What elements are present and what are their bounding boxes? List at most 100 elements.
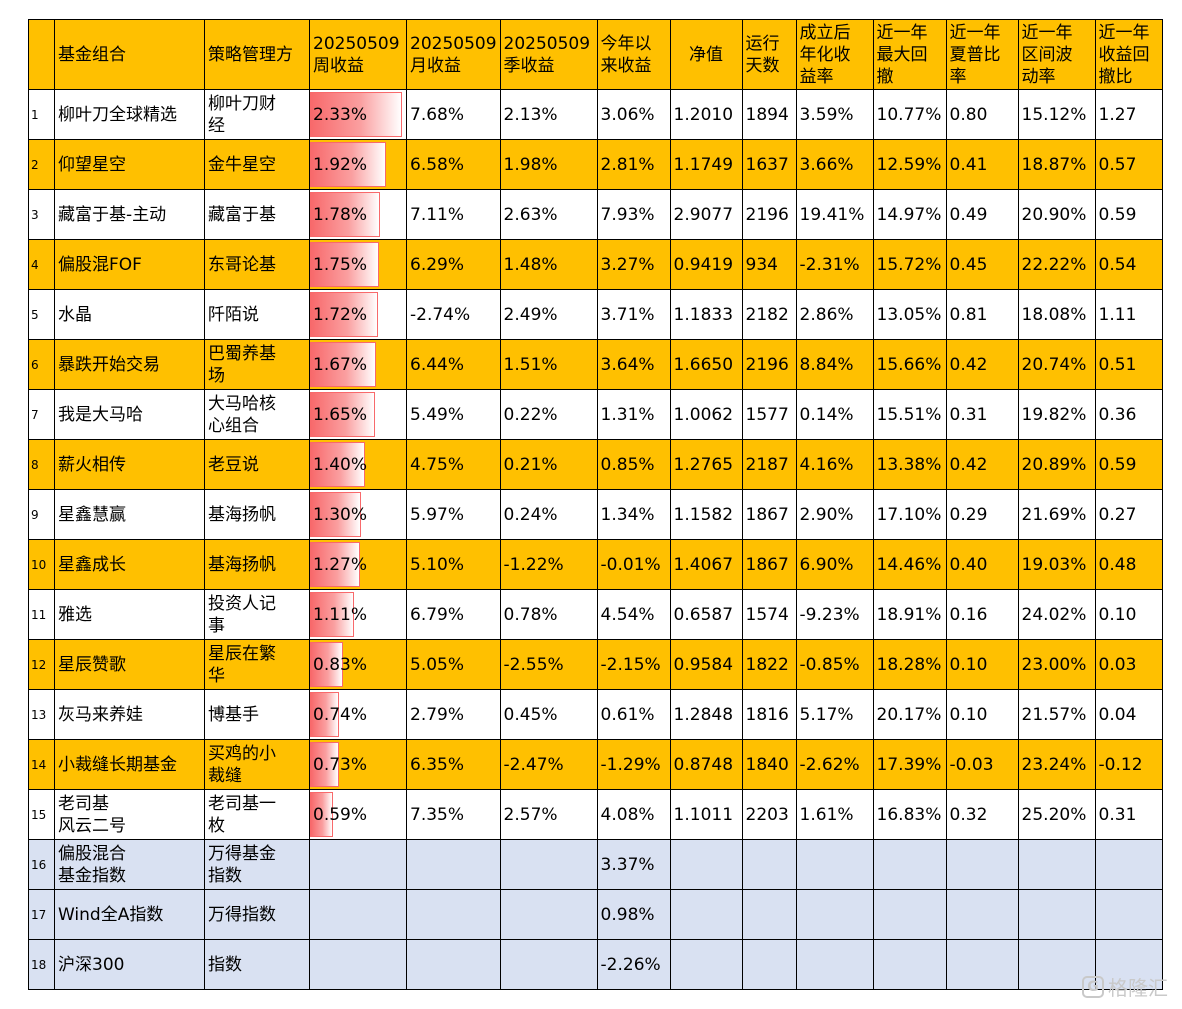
row-index-cell: 3 (28, 189, 55, 240)
week-return-databar (310, 92, 403, 137)
month-return-cell: 7.68% (406, 89, 501, 140)
week-return-databar (310, 692, 340, 737)
fund-name-cell: 沪深300 (54, 939, 205, 990)
fund-name-cell: 小裁缝长期基金 (54, 739, 205, 790)
manager-cell: 万得指数 (204, 889, 310, 940)
return-drawdown-ratio-cell (1094, 939, 1163, 990)
month-return-cell: 7.35% (406, 789, 501, 840)
row-index-cell: 17 (28, 889, 55, 940)
manager-cell: 巴蜀养基场 (204, 339, 310, 390)
quarter-return-cell: 0.22% (499, 389, 598, 440)
volatility-cell: 18.87% (1017, 139, 1096, 190)
volatility-cell: 25.20% (1017, 789, 1096, 840)
fund-name-cell: 藏富于基-主动 (54, 189, 205, 240)
max-drawdown-cell: 14.46% (872, 539, 947, 590)
volatility-cell (1017, 889, 1096, 940)
gelonghui-logo-icon: G (1082, 975, 1104, 998)
month-return-cell: 7.11% (406, 189, 501, 240)
month-return-cell: 5.97% (406, 489, 501, 540)
running-days-cell: 1816 (741, 689, 797, 740)
quarter-return-cell: 2.57% (499, 789, 598, 840)
sharpe-ratio-cell: 0.45 (945, 239, 1019, 290)
annualized-return-cell (795, 889, 874, 940)
header-fund-name: 基金组合 (54, 19, 205, 90)
week-return-cell (309, 939, 407, 990)
running-days-cell (741, 889, 797, 940)
ytd-return-cell: -2.15% (596, 639, 671, 690)
table-row: 11 雅选 投资人记事 1.11% 6.79% 0.78% 4.54% 0.6587 1574-… (28, 589, 1163, 640)
week-return-value: 0.59% (313, 804, 368, 825)
return-drawdown-ratio-cell: 0.27 (1094, 489, 1163, 540)
running-days-cell: 1894 (741, 89, 797, 140)
nav-cell: 0.9584 (669, 639, 743, 690)
max-drawdown-cell: 14.97% (872, 189, 947, 240)
volatility-cell: 20.74% (1017, 339, 1096, 390)
header-volatility: 近一年 区间波 动率 (1017, 19, 1096, 90)
running-days-cell: 2196 (741, 189, 797, 240)
return-drawdown-ratio-cell: 0.36 (1094, 389, 1163, 440)
week-return-cell: 0.83% (309, 639, 407, 690)
running-days-cell: 2196 (741, 339, 797, 390)
running-days-cell: 2187 (741, 439, 797, 490)
row-index-cell: 16 (28, 839, 55, 890)
ytd-return-cell: 2.81% (596, 139, 671, 190)
ytd-return-cell: 7.93% (596, 189, 671, 240)
volatility-cell: 23.00% (1017, 639, 1096, 690)
annualized-return-cell: -0.85% (795, 639, 874, 690)
nav-cell: 0.8748 (669, 739, 743, 790)
week-return-cell: 1.92% (309, 139, 407, 190)
week-return-value: 2.33% (313, 104, 368, 125)
running-days-cell: 1822 (741, 639, 797, 690)
annualized-return-cell (795, 939, 874, 990)
table-row: 13 灰马来养娃 博基手 0.74% 2.79% 0.45% 0.61% 1.2848 1816… (28, 689, 1163, 740)
fund-name-cell: 星鑫慧赢 (54, 489, 205, 540)
watermark: G 格隆汇 (1082, 972, 1168, 1001)
max-drawdown-cell: 16.83% (872, 789, 947, 840)
header-annualized-return: 成立后 年化收 益率 (795, 19, 874, 90)
week-return-databar (310, 392, 376, 437)
table-row: 9 星鑫慧赢 基海扬帆 1.30% 5.97% 0.24% 1.34% 1.1582 1867 2… (28, 489, 1163, 540)
ytd-return-cell: 4.08% (596, 789, 671, 840)
week-return-value: 1.65% (313, 404, 368, 425)
week-return-databar (310, 242, 380, 287)
sharpe-ratio-cell: 0.32 (945, 789, 1019, 840)
sharpe-ratio-cell: 0.80 (945, 89, 1019, 140)
quarter-return-cell: 0.45% (499, 689, 598, 740)
fund-name-cell: 灰马来养娃 (54, 689, 205, 740)
week-return-cell (309, 839, 407, 890)
week-return-cell: 1.40% (309, 439, 407, 490)
week-return-cell: 1.72% (309, 289, 407, 340)
benchmark-row: 17 Wind全A指数 万得指数 0.98% (28, 889, 1163, 940)
month-return-cell (406, 839, 501, 890)
row-index-cell: 4 (28, 239, 55, 290)
annualized-return-cell: 4.16% (795, 439, 874, 490)
volatility-cell: 24.02% (1017, 589, 1096, 640)
nav-cell: 1.1011 (669, 789, 743, 840)
max-drawdown-cell: 15.51% (872, 389, 947, 440)
ytd-return-cell: 1.34% (596, 489, 671, 540)
nav-cell: 0.9419 (669, 239, 743, 290)
sharpe-ratio-cell: 0.42 (945, 339, 1019, 390)
nav-cell: 1.4067 (669, 539, 743, 590)
max-drawdown-cell: 12.59% (872, 139, 947, 190)
table-row: 10 星鑫成长 基海扬帆 1.27% 5.10% -1.22% -0.01% 1.4067 18… (28, 539, 1163, 590)
week-return-cell: 2.33% (309, 89, 407, 140)
nav-cell (669, 839, 743, 890)
sharpe-ratio-cell: 0.16 (945, 589, 1019, 640)
row-index-cell: 8 (28, 439, 55, 490)
ytd-return-cell: 4.54% (596, 589, 671, 640)
table-body: 1 柳叶刀全球精选 柳叶刀财经 2.33% 7.68% 2.13% 3.06% 1.2010 1… (28, 89, 1163, 990)
table-row: 3 藏富于基-主动 藏富于基 1.78% 7.11% 2.63% 7.93% 2.9077 21… (28, 189, 1163, 240)
return-drawdown-ratio-cell: 0.03 (1094, 639, 1163, 690)
month-return-cell: 2.79% (406, 689, 501, 740)
max-drawdown-cell (872, 939, 947, 990)
week-return-databar (310, 442, 366, 487)
week-return-cell: 1.11% (309, 589, 407, 640)
fund-name-cell: 老司基 风云二号 (54, 789, 205, 840)
return-drawdown-ratio-cell: 0.31 (1094, 789, 1163, 840)
table-row: 6 暴跌开始交易 巴蜀养基场 1.67% 6.44% 1.51% 3.64% 1.6650 21… (28, 339, 1163, 390)
week-return-value: 1.92% (313, 154, 368, 175)
annualized-return-cell: -2.62% (795, 739, 874, 790)
running-days-cell: 2203 (741, 789, 797, 840)
nav-cell: 1.1749 (669, 139, 743, 190)
